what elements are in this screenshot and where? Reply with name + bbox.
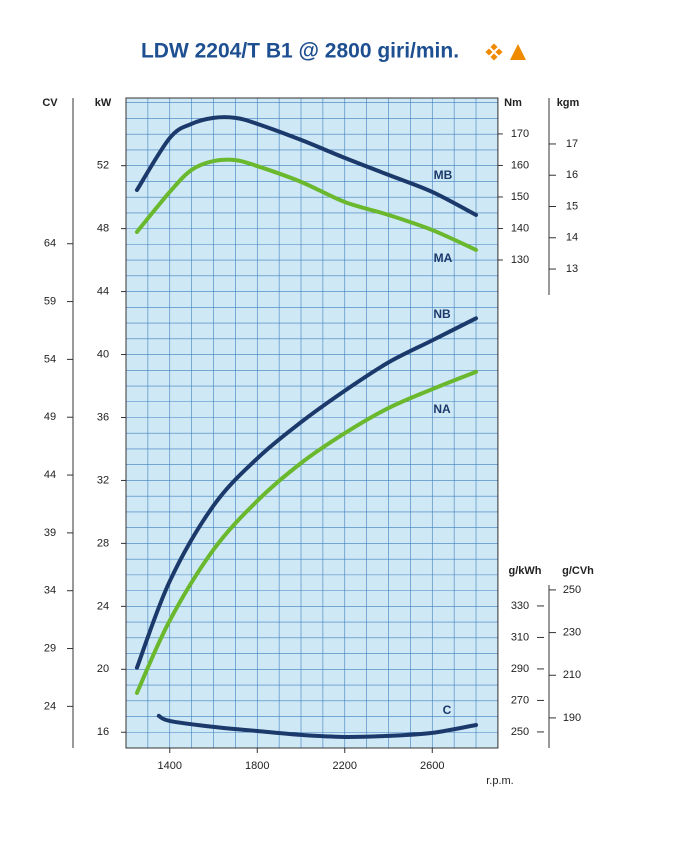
axis-title: CV xyxy=(42,97,58,109)
y-tick-label: 54 xyxy=(44,353,56,365)
y-tick-label: 250 xyxy=(511,726,529,738)
y-tick-label: 160 xyxy=(511,159,529,171)
y-tick-label: 48 xyxy=(97,223,109,235)
series-line xyxy=(134,157,479,252)
x-tick-label: 1400 xyxy=(158,760,182,772)
y-tick-label: 330 xyxy=(511,600,529,612)
axis-title: kW xyxy=(95,97,112,109)
x-tick-label: 2600 xyxy=(420,760,444,772)
plot-background xyxy=(126,98,498,748)
triangle-icon xyxy=(510,44,526,60)
y-tick-label: 34 xyxy=(44,585,56,597)
y-tick-label: 44 xyxy=(44,469,56,481)
y-tick-label: 20 xyxy=(97,663,109,675)
y-tick-label: 52 xyxy=(97,160,109,172)
y-tick-label: 32 xyxy=(97,474,109,486)
series-line xyxy=(134,316,479,670)
y-tick-label: 44 xyxy=(97,285,109,297)
x-tick-label: 1800 xyxy=(245,760,269,772)
y-tick-label: 64 xyxy=(44,238,56,250)
axis-title: g/CVh xyxy=(562,565,594,577)
y-tick-label: 40 xyxy=(97,348,109,360)
y-tick-label: 39 xyxy=(44,527,56,539)
y-tick-label: 150 xyxy=(511,191,529,203)
y-tick-label: 28 xyxy=(97,537,109,549)
chart-title: LDW 2204/T B1 @ 2800 giri/min. xyxy=(141,40,459,63)
y-tick-label: 190 xyxy=(563,712,581,724)
series-line xyxy=(134,115,479,217)
series-label: MA xyxy=(434,251,453,265)
x-tick-label: 2200 xyxy=(333,760,357,772)
series-label: MB xyxy=(434,168,453,182)
y-tick-label: 250 xyxy=(563,584,581,596)
plot-border xyxy=(125,97,499,749)
series-label: C xyxy=(443,703,452,717)
series-label: NA xyxy=(433,402,451,416)
axis-title: g/kWh xyxy=(509,565,542,577)
series-line xyxy=(134,369,479,695)
y-tick-label: 49 xyxy=(44,411,56,423)
y-tick-label: 270 xyxy=(511,694,529,706)
diamond-icon xyxy=(485,43,503,61)
y-tick-label: 13 xyxy=(566,263,578,275)
y-tick-label: 15 xyxy=(566,200,578,212)
series-label: NB xyxy=(433,307,451,321)
y-tick-label: 24 xyxy=(44,700,56,712)
axis-title: kgm xyxy=(557,97,580,109)
y-tick-label: 210 xyxy=(563,669,581,681)
x-axis-title: r.p.m. xyxy=(486,775,514,787)
y-tick-label: 16 xyxy=(97,726,109,738)
y-tick-label: 36 xyxy=(97,411,109,423)
axis-title: Nm xyxy=(504,97,522,109)
y-tick-label: 230 xyxy=(563,626,581,638)
y-tick-label: 140 xyxy=(511,222,529,234)
y-tick-label: 170 xyxy=(511,128,529,140)
y-tick-label: 24 xyxy=(97,600,109,612)
y-tick-label: 16 xyxy=(566,169,578,181)
y-tick-label: 59 xyxy=(44,295,56,307)
y-tick-label: 14 xyxy=(566,232,578,244)
y-tick-label: 310 xyxy=(511,631,529,643)
title-icons xyxy=(485,43,526,61)
y-tick-label: 29 xyxy=(44,642,56,654)
y-tick-label: 290 xyxy=(511,663,529,675)
y-tick-label: 17 xyxy=(566,138,578,150)
y-tick-label: 130 xyxy=(511,254,529,266)
series-line xyxy=(156,713,479,740)
